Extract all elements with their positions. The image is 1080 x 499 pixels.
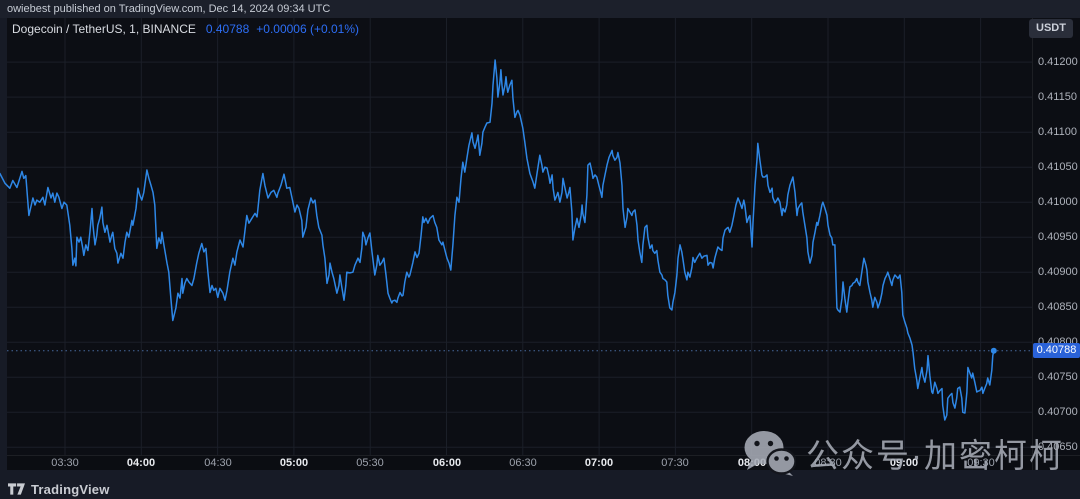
- price-axis-divider: [1032, 18, 1033, 470]
- time-tick-label: 04:00: [126, 457, 156, 469]
- chart-pane[interactable]: [7, 18, 1032, 455]
- tradingview-logo-icon: [8, 483, 25, 495]
- time-tick-label: 08:00: [737, 457, 767, 469]
- time-axis-divider: [7, 455, 1080, 456]
- time-tick-label: 09:30: [967, 457, 995, 469]
- time-tick-label: 06:30: [509, 457, 537, 469]
- time-axis-background: [7, 456, 1080, 470]
- attribution-text: owiebest published on TradingView.com, D…: [7, 3, 331, 15]
- price-tick-label: 0.41200: [1038, 56, 1078, 68]
- time-tick-label: 07:30: [661, 457, 689, 469]
- symbol-header: Dogecoin / TetherUS, 1, BINANCE 0.40788 +0…: [12, 21, 366, 37]
- time-tick-label: 03:30: [51, 457, 79, 469]
- current-price-label: 0.40788: [1033, 343, 1080, 358]
- time-tick-label: 08:30: [814, 457, 842, 469]
- attribution-bar: owiebest published on TradingView.com, D…: [0, 0, 1080, 18]
- currency-toggle-usdt[interactable]: USDT: [1029, 19, 1073, 38]
- price-axis[interactable]: 0.41200 0.41150 0.41100 0.41050 0.41000 0.409…: [1033, 18, 1080, 455]
- price-tick-label: 0.40850: [1038, 301, 1078, 313]
- price-tick-label: 0.40750: [1038, 371, 1078, 383]
- time-axis[interactable]: 03:30 04:00 04:30 05:00 05:30 06:00 06:30 07:00…: [0, 455, 1080, 470]
- price-tick-label: 0.40700: [1038, 406, 1078, 418]
- time-tick-label: 05:30: [356, 457, 384, 469]
- price-tick-label: 0.41050: [1038, 161, 1078, 173]
- time-tick-label: 07:00: [584, 457, 614, 469]
- price-tick-label: 0.40950: [1038, 231, 1078, 243]
- symbol-change: +0.00006 (+0.01%): [256, 22, 360, 36]
- price-tick-label: 0.41150: [1038, 91, 1077, 103]
- symbol-title[interactable]: Dogecoin / TetherUS, 1, BINANCE: [12, 22, 196, 36]
- symbol-last-price: 0.40788: [205, 22, 250, 36]
- tradingview-brand-text: TradingView: [31, 481, 110, 497]
- price-tick-label: 0.41000: [1038, 196, 1078, 208]
- price-tick-label: 0.40650: [1038, 441, 1078, 453]
- time-tick-label: 04:30: [204, 457, 232, 469]
- time-tick-label: 05:00: [279, 457, 309, 469]
- price-tick-label: 0.41100: [1038, 126, 1077, 138]
- time-tick-label: 09:00: [889, 457, 919, 469]
- time-tick-label: 06:00: [432, 457, 462, 469]
- price-tick-label: 0.40900: [1038, 266, 1078, 278]
- tradingview-attribution-link[interactable]: TradingView: [8, 481, 110, 497]
